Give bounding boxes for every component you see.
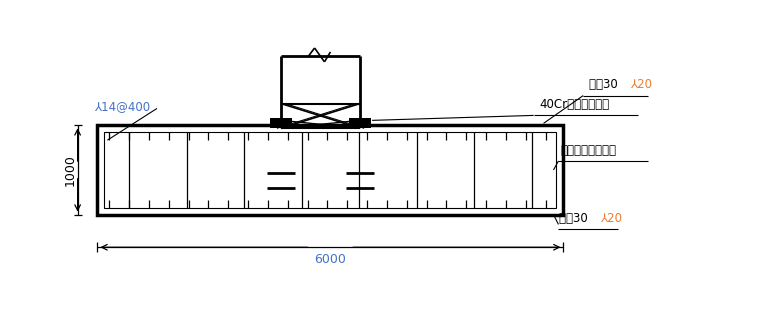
Bar (350, 118, 371, 128)
Bar (270, 118, 292, 128)
Text: 双垉30: 双垉30 (589, 78, 622, 91)
Text: ⅄20: ⅄20 (630, 78, 652, 91)
Text: 6000: 6000 (315, 253, 347, 266)
Text: 1000: 1000 (63, 154, 76, 186)
Text: ⅄20: ⅄20 (600, 213, 622, 225)
Text: 双垉30: 双垉30 (559, 213, 592, 225)
Text: 塔吊专用定位钓板: 塔吊专用定位钓板 (560, 144, 616, 157)
Text: ⅄14@400: ⅄14@400 (94, 100, 150, 113)
Text: 40Cr塔吊专用螺栳: 40Cr塔吊专用螺栳 (540, 99, 610, 111)
Bar (104, 132, 556, 208)
Bar (97, 125, 563, 214)
